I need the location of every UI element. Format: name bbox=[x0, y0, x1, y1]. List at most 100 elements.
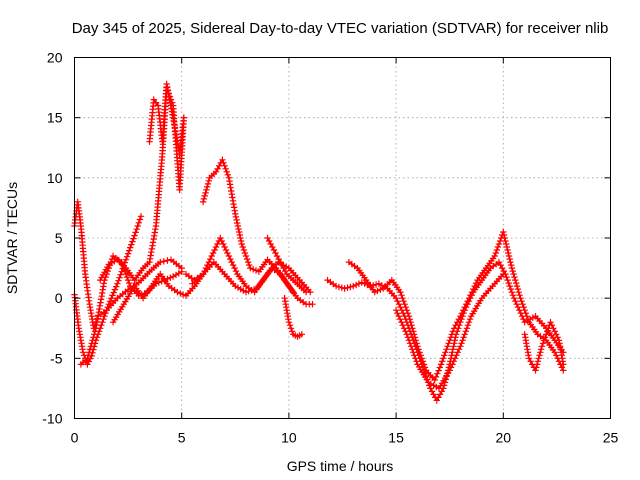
data-point-marker bbox=[399, 295, 406, 302]
data-point-marker bbox=[396, 316, 404, 323]
data-point-marker bbox=[123, 273, 131, 281]
x-tick-label: 10 bbox=[281, 430, 297, 446]
data-point-marker bbox=[441, 352, 448, 359]
data-point-marker bbox=[554, 334, 561, 341]
data-point-marker bbox=[108, 295, 115, 302]
data-point-marker bbox=[495, 240, 503, 248]
data-point-marker bbox=[502, 237, 509, 245]
data-point-marker bbox=[134, 222, 141, 230]
x-axis-label: GPS time / hours bbox=[287, 458, 394, 474]
data-point-marker bbox=[122, 256, 130, 263]
chart-title: Day 345 of 2025, Sidereal Day-to-day VTE… bbox=[72, 20, 609, 37]
data-point-marker bbox=[273, 252, 281, 260]
data-point-marker bbox=[445, 340, 452, 347]
data-point-marker bbox=[538, 343, 546, 350]
data-point-marker bbox=[406, 340, 414, 347]
data-point-marker bbox=[537, 349, 544, 356]
data-point-marker bbox=[91, 331, 98, 338]
y-tick-label: 20 bbox=[47, 50, 63, 66]
data-point-marker bbox=[225, 252, 233, 260]
data-point-marker bbox=[85, 352, 92, 359]
data-point-marker bbox=[536, 352, 543, 359]
data-point-marker bbox=[442, 349, 449, 356]
data-point-marker bbox=[243, 255, 251, 263]
data-point-marker bbox=[338, 284, 345, 291]
data-point-marker bbox=[372, 281, 380, 288]
data-point-marker bbox=[539, 340, 547, 347]
data-point-marker bbox=[221, 162, 228, 169]
axis-layer: 0 5 10 15 20 25 -10 -5 0 5 10 15 20 bbox=[42, 50, 618, 446]
data-point-marker bbox=[434, 370, 441, 377]
data-point-marker bbox=[200, 195, 208, 203]
data-point-marker bbox=[464, 298, 471, 305]
data-point-marker bbox=[516, 292, 523, 299]
data-point-marker bbox=[558, 364, 566, 371]
data-point-marker bbox=[114, 280, 121, 287]
data-point-marker bbox=[514, 304, 522, 311]
data-point-marker bbox=[130, 235, 137, 242]
data-point-marker bbox=[246, 261, 253, 269]
data-point-marker bbox=[180, 114, 187, 121]
data-point-marker bbox=[247, 264, 254, 272]
data-point-marker bbox=[493, 246, 501, 254]
data-point-marker bbox=[269, 243, 276, 251]
data-point-marker bbox=[472, 279, 480, 287]
data-point-marker bbox=[91, 328, 99, 335]
data-point-marker bbox=[458, 310, 465, 317]
data-point-marker bbox=[132, 229, 139, 236]
y-tick-label: 0 bbox=[55, 290, 63, 306]
data-point-marker bbox=[86, 346, 94, 353]
data-point-marker bbox=[85, 358, 92, 365]
data-point-marker bbox=[404, 334, 412, 341]
data-point-marker bbox=[179, 291, 187, 298]
data-point-marker bbox=[232, 267, 240, 275]
data-point-marker bbox=[435, 367, 442, 374]
data-point-marker bbox=[514, 285, 522, 293]
data-point-marker bbox=[224, 171, 231, 178]
data-point-marker bbox=[227, 255, 234, 263]
data-point-marker bbox=[394, 298, 401, 305]
data-point-marker bbox=[250, 266, 257, 273]
data-point-marker bbox=[403, 331, 410, 338]
data-point-marker bbox=[507, 258, 514, 266]
data-point-marker bbox=[116, 274, 123, 281]
data-point-marker bbox=[392, 307, 400, 314]
data-point-marker bbox=[241, 249, 249, 257]
data-point-marker bbox=[417, 352, 424, 359]
data-point-marker bbox=[433, 397, 440, 404]
series-track-13 bbox=[345, 228, 567, 384]
data-point-marker bbox=[287, 325, 295, 332]
data-point-marker bbox=[471, 282, 478, 290]
data-point-marker bbox=[272, 249, 279, 257]
data-point-marker bbox=[518, 298, 525, 305]
data-point-marker bbox=[228, 258, 235, 266]
data-point-marker bbox=[137, 213, 145, 220]
data-point-marker bbox=[550, 325, 557, 332]
data-point-marker bbox=[111, 286, 119, 293]
data-point-marker bbox=[513, 279, 520, 287]
data-point-marker bbox=[403, 307, 410, 314]
data-point-marker bbox=[461, 331, 468, 338]
data-point-marker bbox=[463, 325, 471, 332]
data-point-marker bbox=[401, 301, 408, 308]
data-point-marker bbox=[242, 252, 250, 260]
data-point-marker bbox=[537, 346, 545, 353]
data-point-marker bbox=[281, 298, 289, 305]
data-point-marker bbox=[203, 186, 210, 194]
data-point-marker bbox=[462, 301, 470, 308]
data-point-marker bbox=[415, 346, 422, 353]
data-point-marker bbox=[374, 287, 381, 295]
data-point-marker bbox=[239, 243, 246, 251]
data-point-marker bbox=[409, 325, 416, 332]
data-point-marker bbox=[99, 289, 106, 297]
data-point-marker bbox=[436, 364, 443, 371]
data-point-marker bbox=[512, 276, 519, 284]
data-point-marker bbox=[264, 234, 271, 242]
data-point-marker bbox=[510, 295, 518, 302]
data-point-marker bbox=[361, 280, 368, 287]
data-point-marker bbox=[231, 264, 238, 272]
data-point-marker bbox=[543, 331, 550, 338]
data-point-marker bbox=[117, 271, 124, 278]
data-point-marker bbox=[464, 322, 472, 329]
